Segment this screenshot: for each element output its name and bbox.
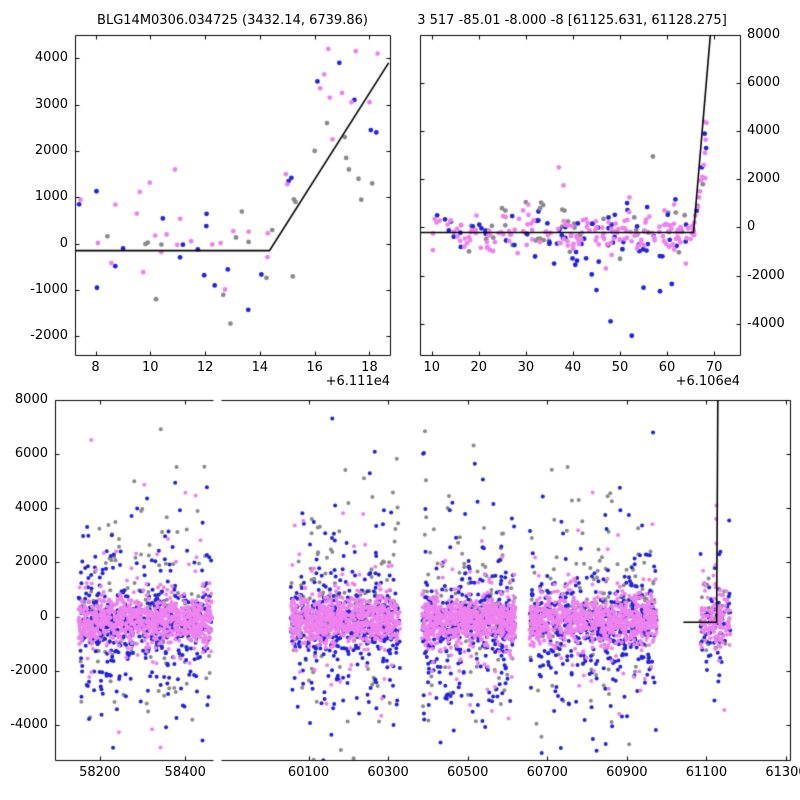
figure: BLG14M0306.034725 (3432.14, 6739.86) 3 5… xyxy=(0,0,800,800)
plots-canvas xyxy=(0,0,800,800)
